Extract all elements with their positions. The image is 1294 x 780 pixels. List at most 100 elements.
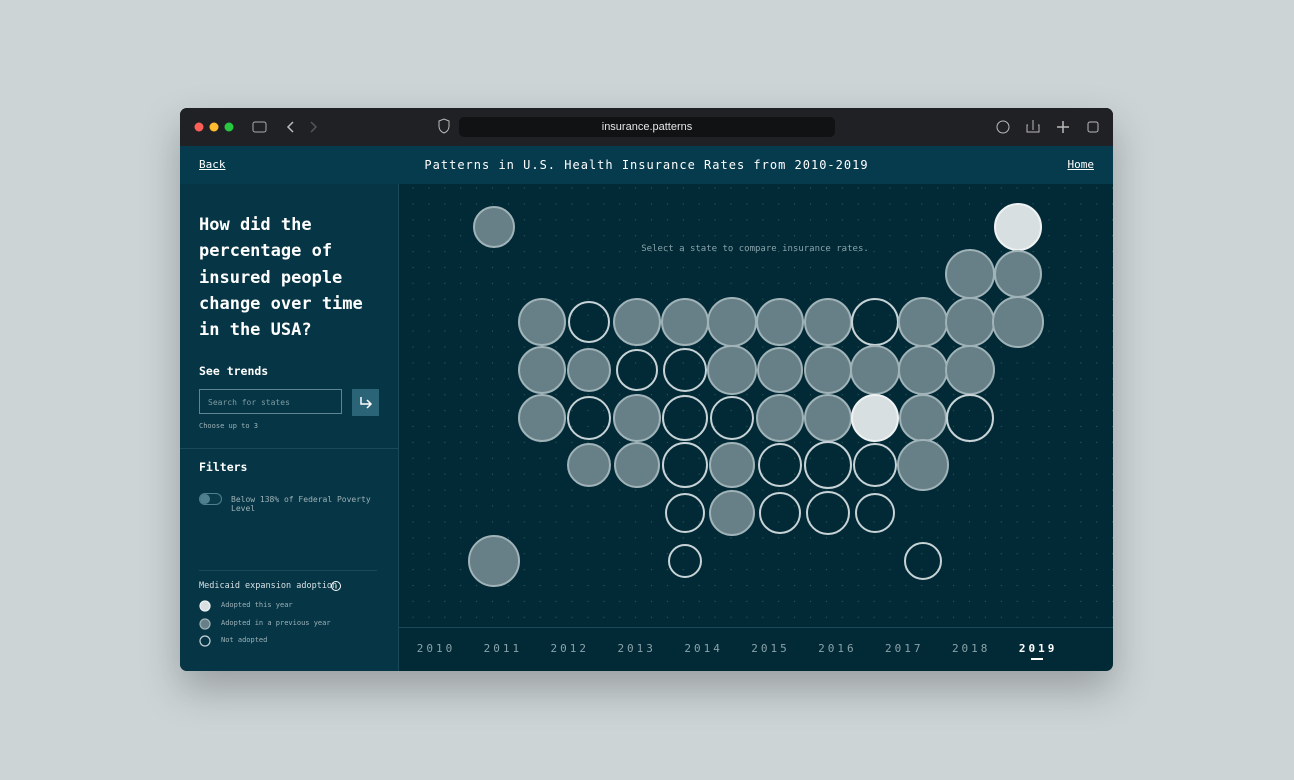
state-circle[interactable] xyxy=(804,298,852,346)
sidebar-button[interactable] xyxy=(252,121,267,133)
year-tab[interactable]: 2012 xyxy=(550,642,590,655)
state-circle[interactable] xyxy=(992,296,1044,348)
state-circle[interactable] xyxy=(756,298,804,346)
new-tab-button[interactable] xyxy=(1057,121,1069,133)
filter-label: Below 138% of Federal Poverty Level xyxy=(231,495,371,513)
state-circle[interactable] xyxy=(897,439,949,491)
year-tab[interactable]: 2015 xyxy=(751,642,790,655)
filter-toggle[interactable] xyxy=(199,493,223,505)
share-button[interactable] xyxy=(1026,120,1040,133)
year-tab[interactable]: 2019 xyxy=(1018,642,1058,655)
state-circle[interactable] xyxy=(567,396,611,440)
state-circle[interactable] xyxy=(613,394,661,442)
filters-heading: Filters xyxy=(199,460,248,474)
state-circle[interactable] xyxy=(518,346,566,394)
state-circle[interactable] xyxy=(994,203,1042,251)
state-circle[interactable] xyxy=(756,394,804,442)
state-circle[interactable] xyxy=(616,349,658,391)
state-circle[interactable] xyxy=(898,297,948,347)
legend-swatch xyxy=(199,617,211,630)
state-circle[interactable] xyxy=(468,535,520,587)
search-submit[interactable] xyxy=(352,389,379,416)
state-circle[interactable] xyxy=(945,345,995,395)
state-circle[interactable] xyxy=(757,347,803,393)
tabs-button[interactable] xyxy=(1087,121,1099,133)
state-circle[interactable] xyxy=(665,493,705,533)
download-button[interactable] xyxy=(996,120,1010,134)
state-circle[interactable] xyxy=(853,443,897,487)
year-tab[interactable]: 2011 xyxy=(483,642,523,655)
state-circle[interactable] xyxy=(850,345,900,395)
state-circle[interactable] xyxy=(898,345,948,395)
state-circle[interactable] xyxy=(518,394,566,442)
state-circle[interactable] xyxy=(804,346,852,394)
state-circle[interactable] xyxy=(614,442,660,488)
back-link[interactable]: Back xyxy=(199,158,226,171)
header: Back Patterns in U.S. Health Insurance R… xyxy=(180,146,1113,184)
state-circle[interactable] xyxy=(804,441,852,489)
back-button[interactable] xyxy=(286,121,294,133)
state-circle[interactable] xyxy=(758,443,802,487)
search-hint: Choose up to 3 xyxy=(199,422,259,430)
state-circle[interactable] xyxy=(945,249,995,299)
divider xyxy=(180,448,398,449)
legend-title: Medicaid expansion adoption xyxy=(199,581,338,591)
legend-label: Adopted in a previous year xyxy=(221,618,331,627)
divider xyxy=(199,570,377,571)
toolbar-icons xyxy=(194,118,1099,134)
year-tab[interactable]: 2010 xyxy=(416,642,456,655)
state-circle[interactable] xyxy=(567,348,611,392)
state-circle[interactable] xyxy=(568,301,610,343)
sidebar: How did the percentage of insured people… xyxy=(180,184,399,671)
state-circle[interactable] xyxy=(946,394,994,442)
state-circle[interactable] xyxy=(994,250,1042,298)
state-circle[interactable] xyxy=(707,345,757,395)
year-tab[interactable]: 2017 xyxy=(885,642,924,655)
minimize-button[interactable] xyxy=(209,122,219,132)
legend-label: Not adopted xyxy=(221,636,268,644)
url-text: insurance.patterns xyxy=(601,121,693,133)
state-circle[interactable] xyxy=(709,442,755,488)
home-link[interactable]: Home xyxy=(1067,158,1095,171)
state-circle[interactable] xyxy=(904,542,942,580)
year-tab[interactable]: 2018 xyxy=(951,642,991,655)
state-circle[interactable] xyxy=(662,395,708,441)
state-circle[interactable] xyxy=(663,348,707,392)
state-circle[interactable] xyxy=(668,544,702,578)
state-circle[interactable] xyxy=(613,298,661,346)
state-circle[interactable] xyxy=(567,443,611,487)
forward-button[interactable] xyxy=(310,121,318,133)
state-circle[interactable] xyxy=(661,298,709,346)
state-circle[interactable] xyxy=(945,297,995,347)
page-title: Patterns in U.S. Health Insurance Rates … xyxy=(424,158,869,172)
trends-heading: See trends xyxy=(199,364,269,378)
state-circle[interactable] xyxy=(855,493,895,533)
timeline: 2010 2011 2012 2013 2014 2015 2016 2017 2018 2019 xyxy=(399,627,1113,671)
state-circle[interactable] xyxy=(804,394,852,442)
zoom-button[interactable] xyxy=(224,122,234,132)
search-placeholder: Search for states xyxy=(208,398,290,407)
close-button[interactable] xyxy=(194,122,204,132)
state-circle[interactable] xyxy=(473,206,515,248)
year-tab[interactable]: 2014 xyxy=(684,642,723,655)
state-circle[interactable] xyxy=(662,442,708,488)
legend-swatch xyxy=(199,600,211,612)
state-circle[interactable] xyxy=(899,394,947,442)
state-map: Select a state to compare insurance rate… xyxy=(399,184,1113,627)
address-bar[interactable]: insurance.patterns xyxy=(459,117,835,137)
state-circle[interactable] xyxy=(707,297,757,347)
state-circle[interactable] xyxy=(851,394,899,442)
state-circle[interactable] xyxy=(710,396,754,440)
state-circle[interactable] xyxy=(518,298,566,346)
search-input[interactable]: Search for states xyxy=(199,389,342,414)
state-circle[interactable] xyxy=(806,491,850,535)
year-tab[interactable]: 2016 xyxy=(818,642,857,655)
info-icon[interactable] xyxy=(330,580,342,592)
legend-circle xyxy=(199,600,211,612)
year-tab[interactable]: 2013 xyxy=(617,642,656,655)
legend-circle xyxy=(199,617,211,630)
state-circle[interactable] xyxy=(759,492,801,534)
shield-icon[interactable] xyxy=(438,118,450,134)
state-circle[interactable] xyxy=(709,490,755,536)
